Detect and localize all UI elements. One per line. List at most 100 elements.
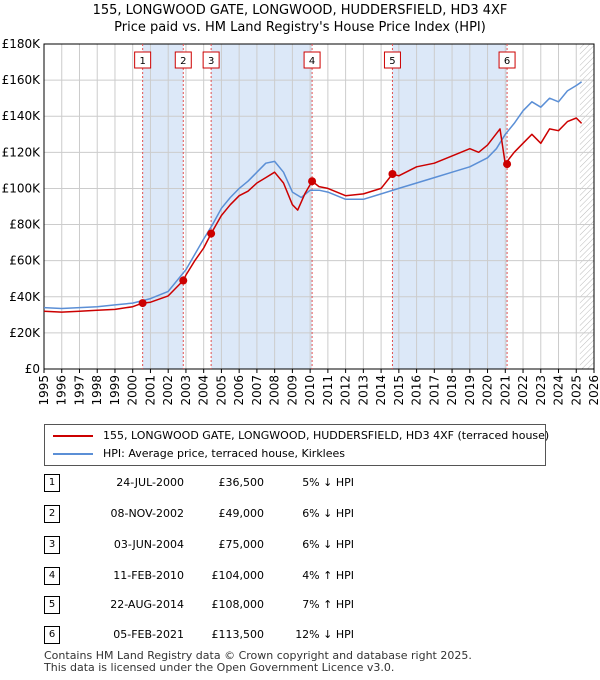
sale-number-label: 1 <box>139 56 145 67</box>
x-tick-label: 2011 <box>321 375 335 406</box>
x-tick-label: 2005 <box>214 375 228 406</box>
sale-point <box>138 299 147 308</box>
x-tick-label: 2006 <box>232 375 246 406</box>
x-tick-label: 2010 <box>303 375 317 406</box>
x-tick-label: 2017 <box>427 375 441 406</box>
sale-point <box>308 177 317 186</box>
x-tick-label: 2023 <box>534 375 548 406</box>
legend-swatch-hpi <box>53 453 93 455</box>
title-line-2: Price paid vs. HM Land Registry's House … <box>114 20 486 35</box>
x-tick-label: 2001 <box>143 375 157 406</box>
sale-number-badge: 1 <box>44 474 60 492</box>
future-region <box>579 44 594 369</box>
sale-number-label: 6 <box>504 56 510 67</box>
y-tick-label: £120K <box>2 145 42 159</box>
x-tick-label: 1995 <box>37 375 51 406</box>
plot-frame <box>43 43 595 370</box>
sale-date: 08-NOV-2002 <box>110 507 184 520</box>
x-tick-label: 2025 <box>569 375 583 406</box>
sale-date: 24-JUL-2000 <box>116 476 184 489</box>
x-tick-label: 2019 <box>463 375 477 406</box>
sale-point <box>207 229 216 238</box>
sale-date: 03-JUN-2004 <box>113 538 184 551</box>
sale-number-label: 2 <box>180 56 186 67</box>
x-tick-label: 2003 <box>179 375 193 406</box>
highlight-band <box>392 44 508 369</box>
sale-number-box <box>174 51 192 69</box>
sale-number-box <box>134 51 152 69</box>
sale-number-box <box>383 51 401 69</box>
y-tick-label: £0 <box>25 362 40 376</box>
sale-number-label: 3 <box>208 56 214 67</box>
x-tick-label: 2016 <box>410 375 424 406</box>
x-tick-label: 1996 <box>55 375 69 406</box>
title-line-1: 155, LONGWOOD GATE, LONGWOOD, HUDDERSFIE… <box>92 3 508 18</box>
x-tick-label: 2000 <box>126 375 140 406</box>
sale-hpi-diff: 6% ↓ HPI <box>302 538 354 551</box>
x-tick-label: 2012 <box>339 375 353 406</box>
chart-legend: 155, LONGWOOD GATE, LONGWOOD, HUDDERSFIE… <box>44 424 550 466</box>
sale-price: £108,000 <box>211 598 265 611</box>
x-tick-label: 2007 <box>250 375 264 406</box>
price-chart: £0 £20K £40K £60K £80K £100K £120K £140K £160K £1… <box>2 37 600 406</box>
plot-area <box>44 44 594 369</box>
x-tick-label: 2002 <box>161 375 175 406</box>
x-tick-label: 2018 <box>445 375 459 406</box>
x-tick-label: 2026 <box>587 375 600 406</box>
x-tick-label: 2022 <box>516 375 530 406</box>
x-tick-label: 2024 <box>552 375 566 406</box>
y-tick-label: £20K <box>9 326 41 340</box>
x-tick-label: 1998 <box>90 375 104 406</box>
sale-hpi-diff: 4% ↑ HPI <box>302 569 354 582</box>
sale-price: £104,000 <box>211 569 265 582</box>
legend-label-hpi: HPI: Average price, terraced house, Kirk… <box>103 447 346 460</box>
chart-title: 155, LONGWOOD GATE, LONGWOOD, HUDDERSFIE… <box>0 2 600 36</box>
sale-price: £75,000 <box>218 538 265 551</box>
hpi-line <box>43 81 583 310</box>
sale-number-badge: 2 <box>44 505 60 523</box>
sale-number-badge: 5 <box>44 596 60 614</box>
footer-copyright: Contains HM Land Registry data © Crown c… <box>44 649 472 662</box>
x-tick-label: 2015 <box>392 375 406 406</box>
sale-number-box <box>498 51 516 69</box>
y-tick-label: £180K <box>2 37 42 51</box>
sale-hpi-diff: 6% ↓ HPI <box>302 507 354 520</box>
sale-date: 11-FEB-2010 <box>113 569 184 582</box>
sale-date: 05-FEB-2021 <box>113 628 184 641</box>
x-tick-label: 2013 <box>356 375 370 406</box>
y-tick-label: £40K <box>9 290 41 304</box>
sale-point <box>388 170 397 178</box>
sale-number-box <box>202 51 220 69</box>
x-tick-label: 2009 <box>285 375 299 406</box>
sale-price: £113,500 <box>211 628 265 641</box>
sale-number-label: 5 <box>389 56 395 67</box>
y-tick-label: £80K <box>9 218 41 232</box>
x-tick-label: 2014 <box>374 375 388 406</box>
sale-price: £36,500 <box>218 476 265 489</box>
legend-swatch-property <box>53 435 93 437</box>
x-tick-label: 1999 <box>108 375 122 406</box>
sale-number-badge: 3 <box>44 536 60 554</box>
sale-point <box>503 160 512 169</box>
sale-number-badge: 4 <box>44 567 60 585</box>
highlight-band <box>142 44 184 369</box>
sale-point <box>179 276 188 285</box>
sale-price: £49,000 <box>218 507 265 520</box>
footer-licence: This data is licensed under the Open Gov… <box>44 661 395 674</box>
sale-hpi-diff: 5% ↓ HPI <box>302 476 354 489</box>
footer: Contains HM Land Registry data © Crown c… <box>44 650 472 674</box>
y-tick-label: £140K <box>2 109 42 123</box>
sale-number-badge: 6 <box>44 626 60 644</box>
sale-hpi-diff: 7% ↑ HPI <box>302 598 354 611</box>
y-tick-label: £100K <box>2 181 42 195</box>
legend-label-property: 155, LONGWOOD GATE, LONGWOOD, HUDDERSFIE… <box>103 429 550 442</box>
y-tick-label: £60K <box>9 254 41 268</box>
sale-date: 22-AUG-2014 <box>110 598 184 611</box>
sale-hpi-diff: 12% ↓ HPI <box>295 628 354 641</box>
x-tick-label: 2008 <box>268 375 282 406</box>
highlight-band <box>211 44 313 369</box>
x-tick-label: 1997 <box>72 375 86 406</box>
y-tick-label: £160K <box>2 73 42 87</box>
x-tick-label: 2021 <box>498 375 512 406</box>
sale-number-box <box>303 51 321 69</box>
